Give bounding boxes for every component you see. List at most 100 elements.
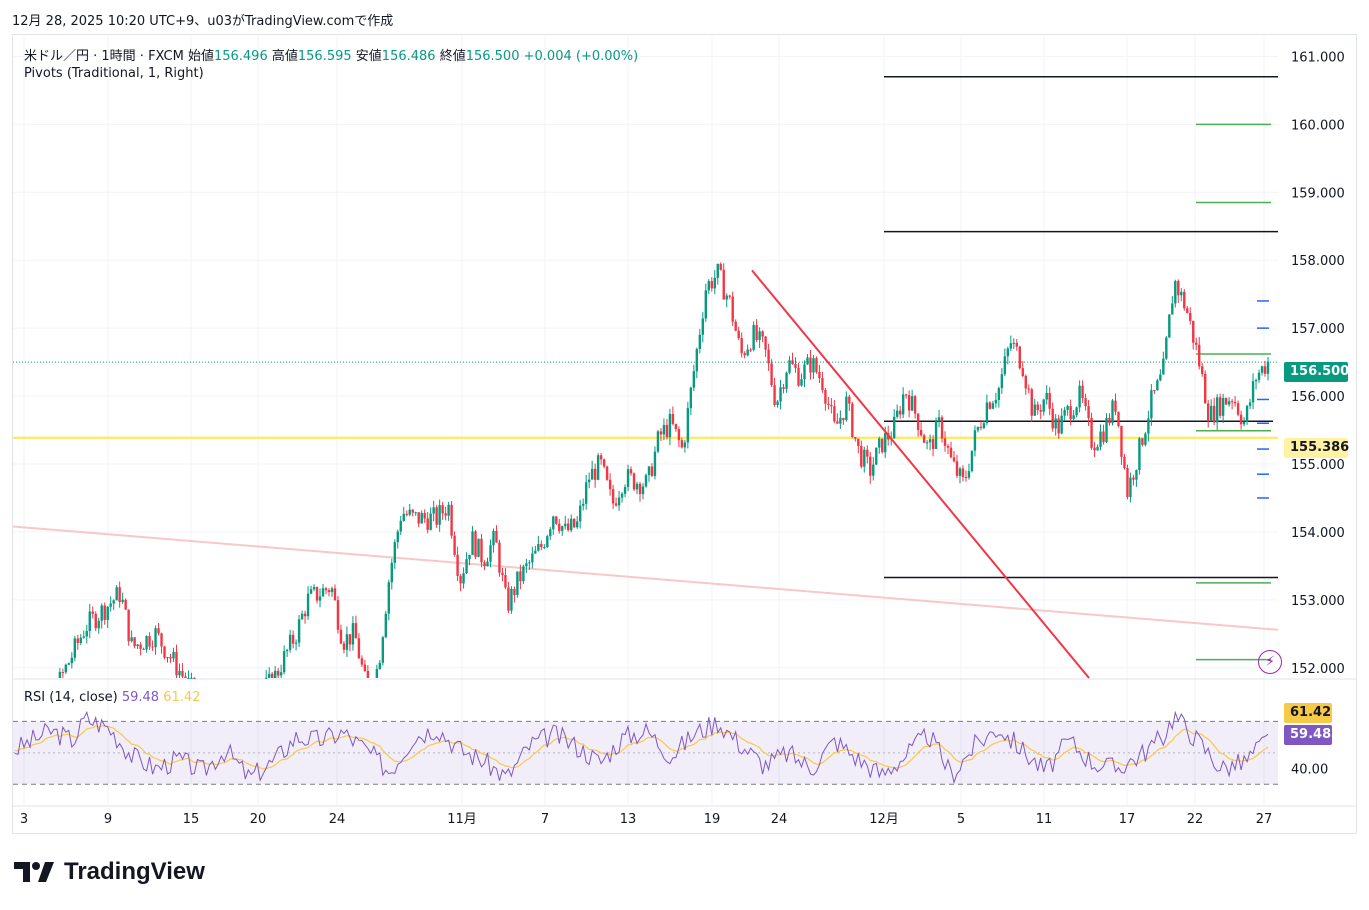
candle-body [519,571,522,582]
candle-body [154,628,157,648]
candle-body [716,263,719,278]
candle-body [997,388,1001,400]
candle-body [100,605,103,621]
candle-body [1093,447,1096,451]
candle-body [462,573,465,584]
candle-body [432,507,435,514]
time-tick-label: 13 [620,812,637,827]
candle-body [1242,421,1246,425]
candle-body [1159,374,1162,381]
tradingview-logo[interactable]: TradingView [14,858,205,886]
candle-body [1212,405,1216,423]
candle-body [88,611,91,632]
candle-body [1230,401,1234,403]
candle-body [934,421,938,449]
lightning-icon[interactable]: ⚡ [1258,650,1282,674]
candle-body [988,402,992,409]
candle-body [898,410,902,415]
candle-body [1171,303,1174,315]
candle-body [689,387,693,409]
candle-body [842,417,845,421]
price-tick-label: 159.000 [1291,186,1345,201]
candle-body [758,331,761,341]
candle-body [390,562,393,583]
candle-body [498,542,501,573]
candle-body [64,664,68,673]
candle-body [327,590,331,593]
candle-body [516,571,519,596]
candle-body [166,657,169,659]
candle-body [725,295,728,300]
candle-body [429,513,432,530]
candle-body [641,486,645,495]
candle-body [743,353,746,356]
candle-body [133,637,136,647]
candle-body [555,516,558,524]
candle-body [782,387,785,389]
open-value: 156.496 [213,49,268,64]
candle-body [791,360,794,365]
price-tick-label: 155.000 [1291,458,1345,473]
candle-body [785,372,788,389]
candle-body [273,670,277,678]
candle-body [1215,397,1219,423]
candle-body [1195,342,1198,345]
candle-body [860,446,863,467]
candle-body [387,582,391,614]
candle-body [647,466,651,476]
pivots-legend[interactable]: Pivots (Traditional, 1, Right) [24,66,204,81]
candle-body [193,677,196,679]
price-tick-label: 160.000 [1291,118,1345,133]
candle-body [1111,400,1114,424]
close-value: 156.500 [465,49,520,64]
time-tick-label: 7 [541,812,549,827]
candle-body [1257,372,1261,380]
symbol-label: 米ドル／円 · 1時間 · FXCM [24,49,184,64]
candle-body [522,566,525,582]
candle-body [872,464,875,476]
chart-frame [12,34,1357,834]
candle-body [928,439,932,443]
candle-body [845,396,848,421]
candle-body [1090,417,1093,448]
candle-body [169,657,172,659]
candle-body [483,562,486,567]
candle-body [303,613,307,617]
time-tick-label: 20 [250,812,267,827]
candle-body [671,414,675,424]
candle-body [854,437,857,439]
candle-body [1066,406,1069,410]
candle-body [1075,407,1078,416]
candle-body [979,426,983,428]
candle-body [704,290,707,319]
tradingview-mark-icon [14,862,54,882]
candle-body [761,331,764,337]
candle-body [297,619,301,643]
candle-body [961,468,965,478]
high-label: 高値 [271,49,298,64]
candle-body [638,483,642,495]
candle-body [991,403,995,409]
candle-body [665,424,669,438]
candle-body [1201,366,1204,374]
candle-body [1168,314,1171,338]
candle-body [333,588,337,601]
candle-body [414,512,417,514]
price-tick-label: 154.000 [1291,526,1345,541]
candle-body [608,479,612,490]
candle-body [1039,410,1042,412]
candle-body [441,505,444,514]
candle-body [1192,320,1195,343]
candle-body [1033,404,1036,416]
price-tick-label: 157.000 [1291,322,1345,337]
candle-body [1081,385,1084,399]
rsi-legend[interactable]: RSI (14, close) 59.48 61.42 [24,690,200,705]
time-tick-label: 11 [1036,812,1053,827]
candle-body [1018,346,1021,369]
candle-body [659,431,663,435]
candle-body [447,504,450,516]
candle-body [674,423,678,430]
candle-body [973,430,977,451]
candle-body [755,325,758,341]
